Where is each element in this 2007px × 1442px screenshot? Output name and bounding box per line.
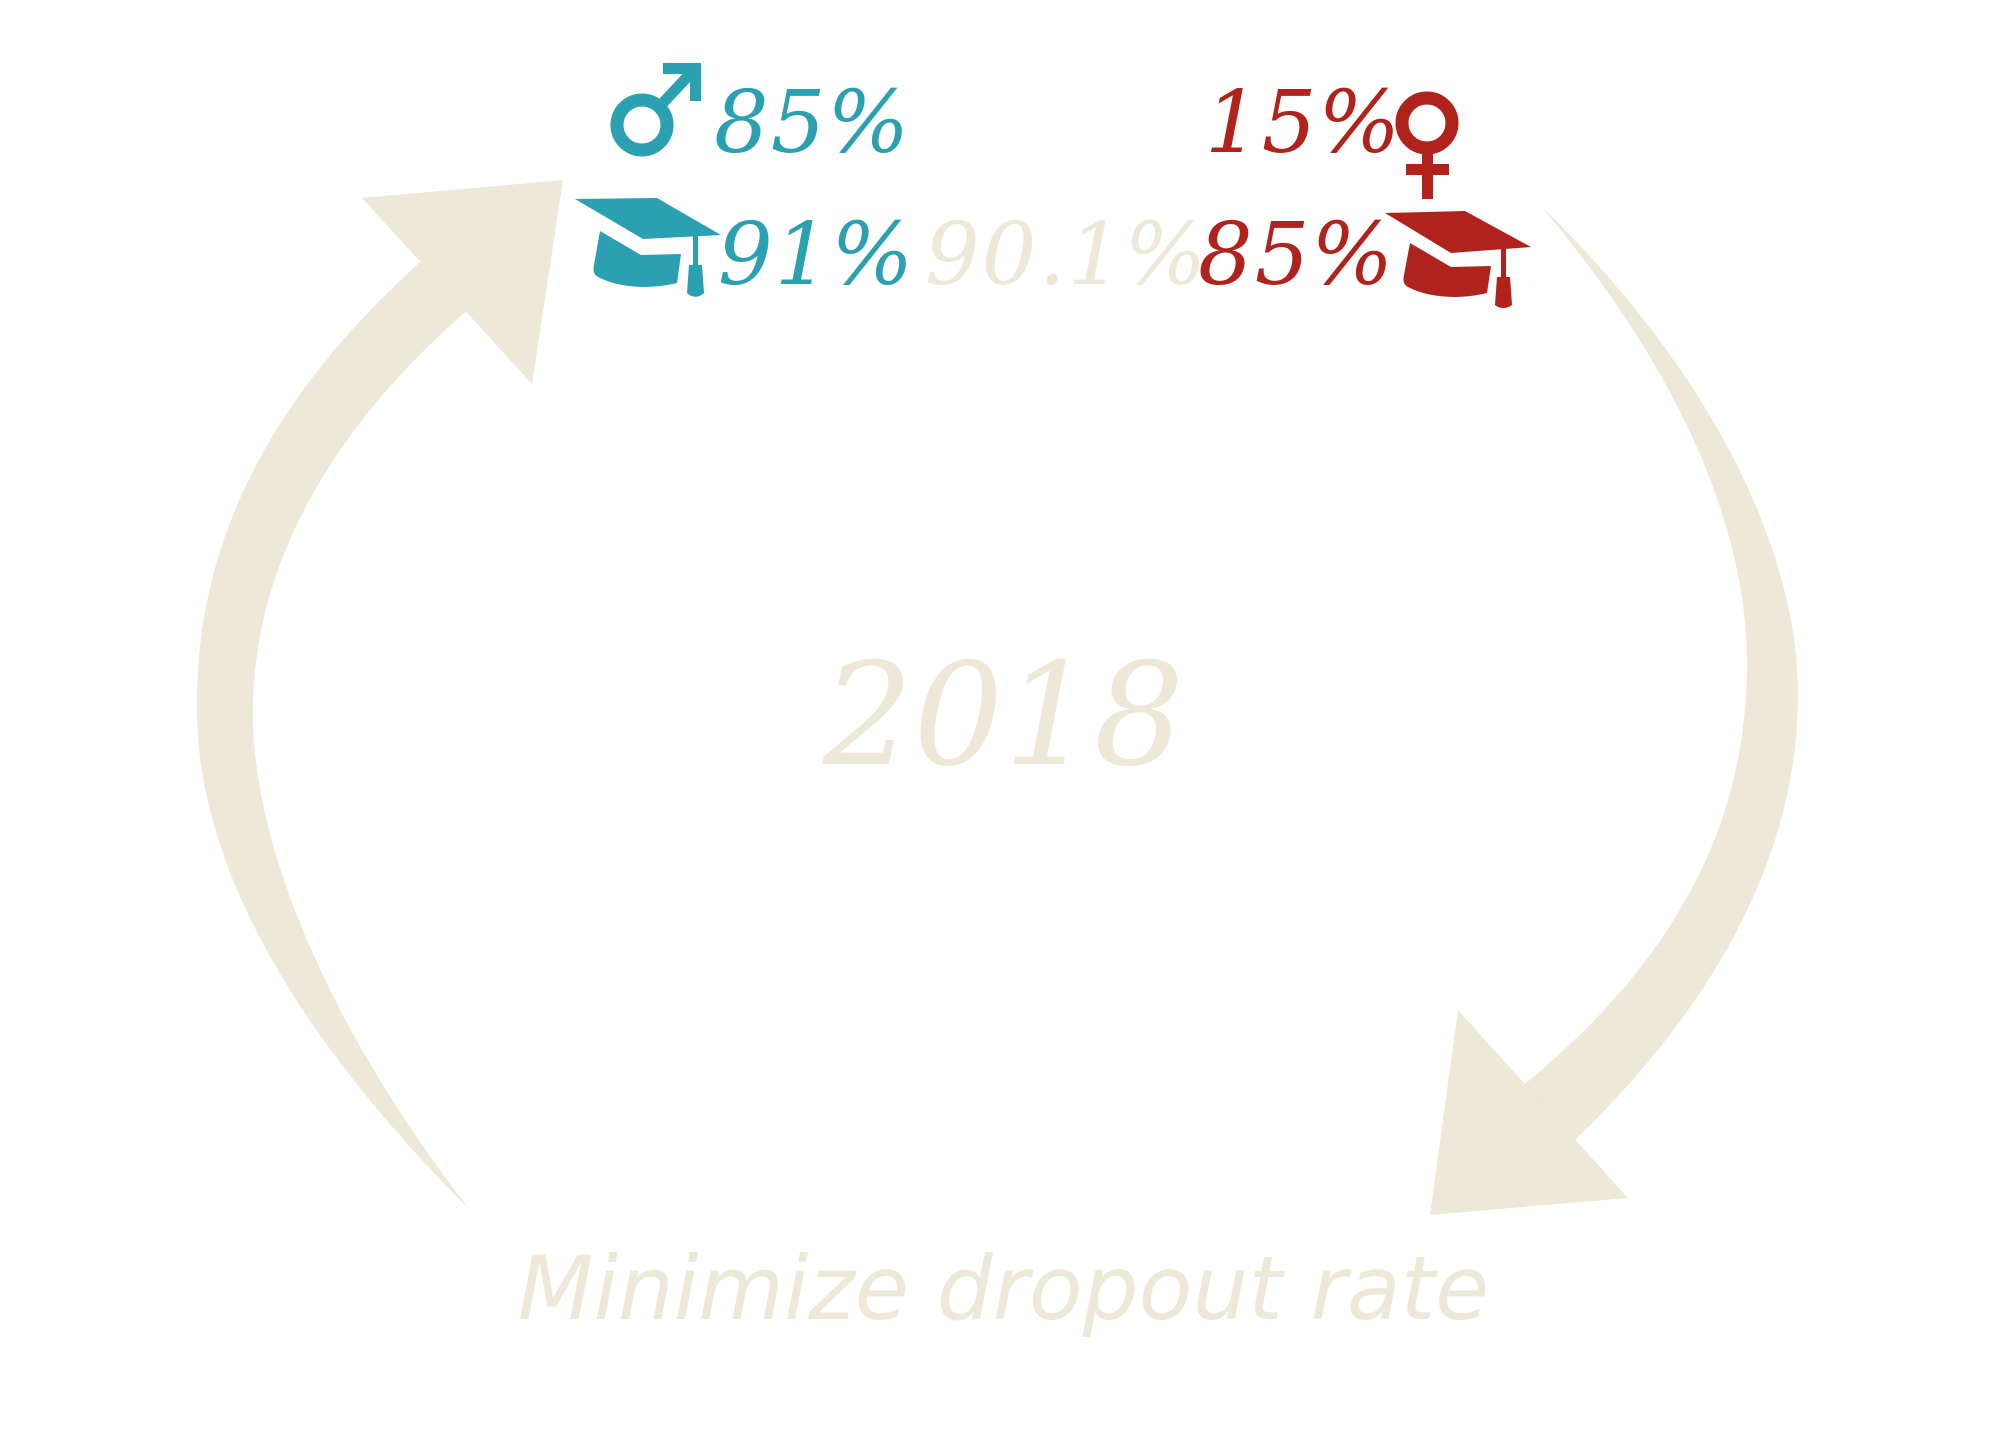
graduation-cap-icon bbox=[575, 198, 721, 297]
graduation-cap-icon bbox=[1385, 211, 1531, 308]
right-arrow-head bbox=[1430, 1010, 1628, 1215]
overall-graduation-value: 90.1% bbox=[925, 205, 1209, 305]
right-arrow-body bbox=[1520, 205, 1799, 1140]
caption-text: Minimize dropout rate bbox=[517, 1237, 1490, 1340]
male-symbol-icon bbox=[610, 63, 701, 157]
female-symbol-icon bbox=[1395, 91, 1459, 199]
male-graduation-value: 91% bbox=[718, 205, 916, 305]
female-share-value: 15% bbox=[1205, 73, 1403, 173]
male-share-value: 85% bbox=[714, 73, 912, 173]
left-arrow-body bbox=[196, 262, 470, 1210]
left-arrow-head bbox=[362, 180, 563, 384]
year-label: 2018 bbox=[822, 633, 1185, 798]
female-graduation-value: 85% bbox=[1198, 205, 1396, 305]
